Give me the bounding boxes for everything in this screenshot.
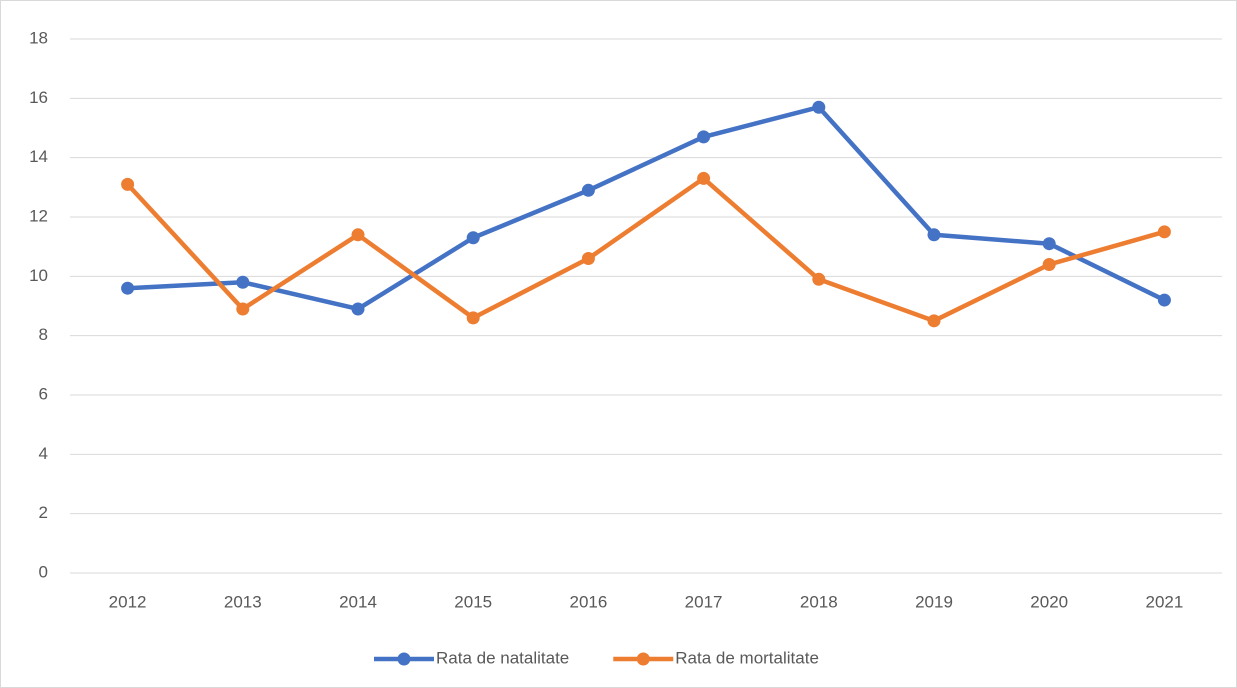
x-tick-label: 2020 [1030,592,1068,611]
data-point [236,275,250,289]
y-tick-label: 16 [29,88,48,107]
y-tick-label: 8 [39,325,48,344]
data-point [351,228,365,242]
y-tick-label: 2 [39,503,48,522]
x-tick-label: 2017 [685,592,723,611]
data-point [812,272,826,286]
legend-label: Rata de natalitate [436,648,569,667]
y-tick-label: 0 [39,562,48,581]
data-point [1157,293,1171,307]
data-point [581,252,595,266]
y-tick-label: 10 [29,266,48,285]
data-point [1157,225,1171,239]
legend-label: Rata de mortalitate [675,648,819,667]
y-tick-label: 6 [39,384,48,403]
x-tick-label: 2018 [800,592,838,611]
data-point [1042,257,1056,271]
y-tick-label: 14 [29,147,48,166]
data-point [927,228,941,242]
legend-marker [397,652,411,666]
data-point [1042,237,1056,251]
series-line [125,104,1167,312]
x-tick-label: 2021 [1145,592,1183,611]
x-tick-label: 2015 [454,592,492,611]
x-tick-label: 2016 [569,592,607,611]
x-tick-label: 2019 [915,592,953,611]
x-tick-label: 2014 [339,592,377,611]
data-point [697,171,711,185]
data-point [351,302,365,316]
data-point [466,311,480,325]
data-point [581,183,595,197]
y-tick-label: 4 [39,444,48,463]
data-point [466,231,480,245]
y-tick-label: 18 [29,28,48,47]
data-point [812,100,826,114]
data-point [121,281,135,295]
series-line [125,176,1167,324]
data-point [927,314,941,328]
data-point [236,302,250,316]
legend-marker [636,652,650,666]
data-point [121,177,135,191]
data-point [697,130,711,144]
y-tick-label: 12 [29,206,48,225]
x-tick-label: 2013 [224,592,262,611]
x-tick-label: 2012 [109,592,147,611]
